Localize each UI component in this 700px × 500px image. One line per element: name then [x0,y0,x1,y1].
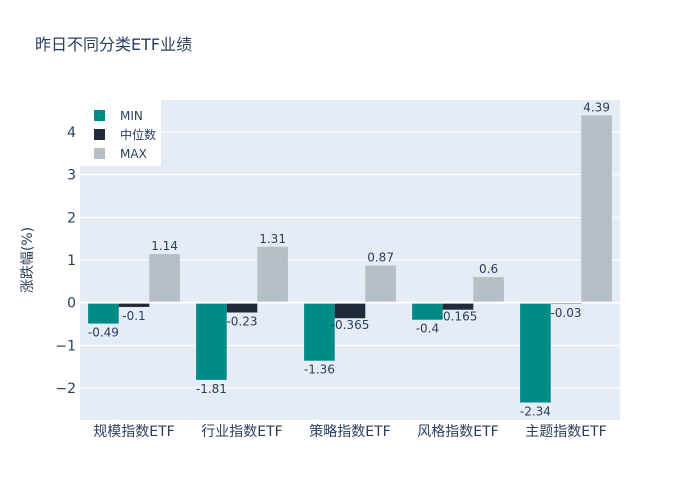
legend-label: MAX [120,147,147,161]
legend[interactable]: MIN 中位数 MAX [80,100,161,166]
bar-MAX[interactable] [581,115,612,303]
data-label: 1.31 [259,232,286,246]
data-label: 0.87 [367,251,394,265]
bar-MAX[interactable] [365,265,396,303]
y-tick-label: 3 [67,168,76,184]
bar-MIN[interactable] [88,302,119,324]
legend-swatch [94,148,105,159]
bar-中位数[interactable] [334,302,366,319]
data-label: -2.34 [520,405,551,419]
bar-MAX[interactable] [257,246,288,303]
chart-title: 昨日不同分类ETF业绩 [35,35,192,54]
x-tick-label: 主题指数ETF [525,424,606,440]
y-tick-label: −2 [55,381,76,397]
bar-中位数[interactable] [442,302,474,310]
data-label: 1.14 [151,239,178,253]
bar-MIN[interactable] [196,302,227,380]
data-label: -0.4 [416,322,439,336]
data-label: 4.39 [583,100,610,114]
data-label: -0.23 [226,314,257,328]
bar-中位数[interactable] [226,302,258,313]
x-tick-label: 风格指数ETF [417,424,498,440]
x-tick-label: 行业指数ETF [201,424,282,440]
x-tick-label: 策略指数ETF [309,423,390,440]
data-label: -0.365 [331,318,370,332]
y-tick-label: 1 [67,253,76,269]
legend-label: MIN [120,109,143,123]
x-tick-label: 规模指数ETF [93,424,174,440]
data-label: -1.36 [304,363,335,377]
bar-MAX[interactable] [473,277,504,303]
bar-MIN[interactable] [412,302,443,320]
bar-MAX[interactable] [149,254,180,303]
gridlines [80,131,620,389]
data-label: -0.49 [88,326,119,340]
data-label: -0.1 [122,309,145,323]
y-tick-label: 2 [67,210,76,226]
legend-swatch [94,110,105,121]
y-axis-title: 涨跌幅(%) [20,227,36,293]
bars [88,115,612,403]
bar-中位数[interactable] [118,302,150,307]
y-tick-label: 0 [67,296,76,312]
legend-background [80,100,161,166]
y-tick-label: −1 [55,338,76,354]
legend-label: 中位数 [120,127,156,142]
x-axis-ticks: 规模指数ETF 行业指数ETF 策略指数ETF 风格指数ETF 主题指数ETF [93,423,606,440]
data-label: 0.6 [479,262,498,276]
bar-MIN[interactable] [304,302,335,361]
data-label: -0.165 [439,310,478,324]
bar-MIN[interactable] [520,302,551,403]
legend-swatch [94,129,105,140]
data-labels: -0.49-0.1 1.14 -1.81 -0.23 1.31 -1.36 -0.365 0.… [88,100,610,418]
y-tick-label: 4 [67,125,76,141]
data-label: -0.03 [550,306,581,320]
data-label: -1.81 [196,382,227,396]
y-axis-ticks: −2 −1 0 1 2 3 4 [55,125,76,397]
